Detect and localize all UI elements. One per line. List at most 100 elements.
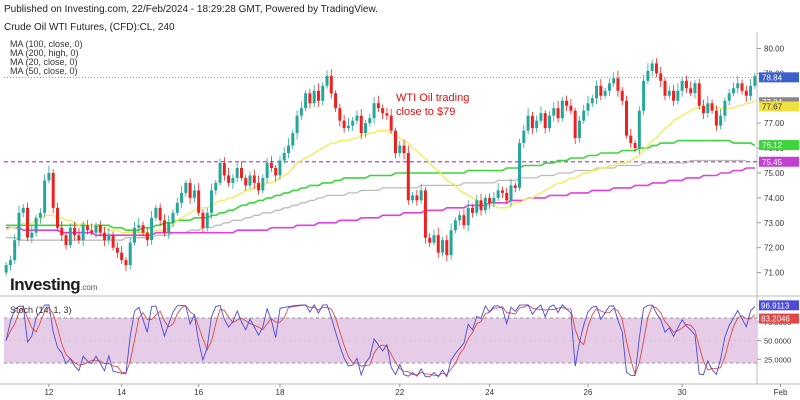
price-label: 75.45 xyxy=(762,158,783,167)
candle-body xyxy=(214,182,218,191)
candle-body xyxy=(577,120,581,139)
candle-body xyxy=(642,80,646,111)
candle-body xyxy=(595,85,599,99)
candle-body xyxy=(458,215,462,221)
price-label-box xyxy=(759,156,799,167)
candle-body xyxy=(287,145,291,154)
candle-body xyxy=(689,88,693,94)
candle-body xyxy=(744,90,748,96)
candle-body xyxy=(107,235,111,241)
candle-body xyxy=(85,225,89,231)
indicator-ma100: MA (100, close, 0) xyxy=(10,39,83,49)
candle-body xyxy=(154,207,158,218)
candle-body xyxy=(51,172,55,208)
price-label: 76.12 xyxy=(762,141,783,150)
candle-body xyxy=(419,190,423,201)
candle-body xyxy=(351,120,355,126)
candle-body xyxy=(441,240,445,253)
candle-body xyxy=(740,83,744,91)
candle-body xyxy=(257,182,261,191)
candle-body xyxy=(201,212,205,228)
candle-body xyxy=(278,160,282,176)
y-tick-label: 77.00 xyxy=(764,119,785,128)
candle-body xyxy=(334,93,338,109)
y-tick-label: 73.00 xyxy=(764,219,785,228)
candle-body xyxy=(64,235,68,246)
stoch-d-line xyxy=(5,304,756,376)
candle-body xyxy=(586,103,590,111)
candle-body xyxy=(505,192,509,201)
candle-body xyxy=(43,180,47,213)
candle-body xyxy=(34,217,38,233)
ma200-line xyxy=(6,167,755,236)
candle-body xyxy=(612,78,616,84)
candle-body xyxy=(94,225,98,233)
candle-body xyxy=(321,85,325,101)
candle-body xyxy=(381,108,385,114)
candle-body xyxy=(667,90,671,96)
candle-body xyxy=(672,90,676,101)
candle-body xyxy=(77,235,81,241)
candle-body xyxy=(466,207,470,226)
candle-body xyxy=(402,145,406,154)
candle-body xyxy=(90,230,94,233)
ma50-line xyxy=(6,139,756,231)
candle-body xyxy=(167,222,171,233)
stoch-k-line xyxy=(5,303,756,378)
y-tick-label: 72.00 xyxy=(764,244,785,253)
candle-body xyxy=(731,88,735,94)
candle-body xyxy=(141,225,145,233)
candle-body xyxy=(436,235,440,253)
candle-body xyxy=(406,153,410,201)
candle-body xyxy=(47,172,51,181)
candle-body xyxy=(616,78,620,91)
candle-body xyxy=(235,167,239,178)
ma100-line xyxy=(6,159,747,241)
price-label-box xyxy=(759,72,799,83)
candle-body xyxy=(432,235,436,243)
candle-body xyxy=(573,110,577,139)
candle-body xyxy=(530,115,534,129)
candle-body xyxy=(723,100,727,116)
candle-body xyxy=(150,217,154,241)
candle-body xyxy=(227,175,231,183)
candle-body xyxy=(329,75,333,94)
candle-body xyxy=(411,195,415,201)
candle-body xyxy=(620,90,624,101)
x-tick-label: 30 xyxy=(678,388,687,397)
candle-body xyxy=(197,190,201,213)
candle-body xyxy=(590,98,594,104)
candle-body xyxy=(171,212,175,223)
candle-body xyxy=(120,252,124,261)
candle-body xyxy=(372,103,376,119)
y-tick-label: 80.00 xyxy=(764,44,785,53)
price-label-box xyxy=(759,140,799,151)
candle-body xyxy=(428,237,432,243)
candle-body xyxy=(389,115,393,131)
published-line: Published on Investing.com, 22/Feb/2024 … xyxy=(4,4,378,15)
candle-body xyxy=(518,143,522,188)
candle-body xyxy=(560,100,564,119)
candle-body xyxy=(684,80,688,89)
candle-body xyxy=(453,220,457,231)
candle-body xyxy=(304,93,308,109)
candle-body xyxy=(355,115,359,121)
candle-body xyxy=(338,108,342,121)
instrument-title: Crude Oil WTI Futures, (CFD):CL, 240 xyxy=(4,22,175,33)
stoch-tick-label: 50.0000 xyxy=(764,337,791,346)
candle-body xyxy=(719,115,723,126)
stoch-value-box xyxy=(759,300,799,311)
candle-body xyxy=(727,93,731,101)
candle-body xyxy=(210,190,214,213)
candle-body xyxy=(274,167,278,176)
candle-body xyxy=(509,185,513,201)
candle-body xyxy=(222,163,226,176)
x-tick-label: 12 xyxy=(44,388,53,397)
candle-body xyxy=(248,175,252,186)
candle-body xyxy=(291,133,295,146)
candle-body xyxy=(137,225,141,228)
candle-body xyxy=(736,83,740,89)
candle-body xyxy=(55,207,59,228)
y-tick-label: 71.00 xyxy=(764,269,785,278)
ma20-line xyxy=(5,100,756,234)
